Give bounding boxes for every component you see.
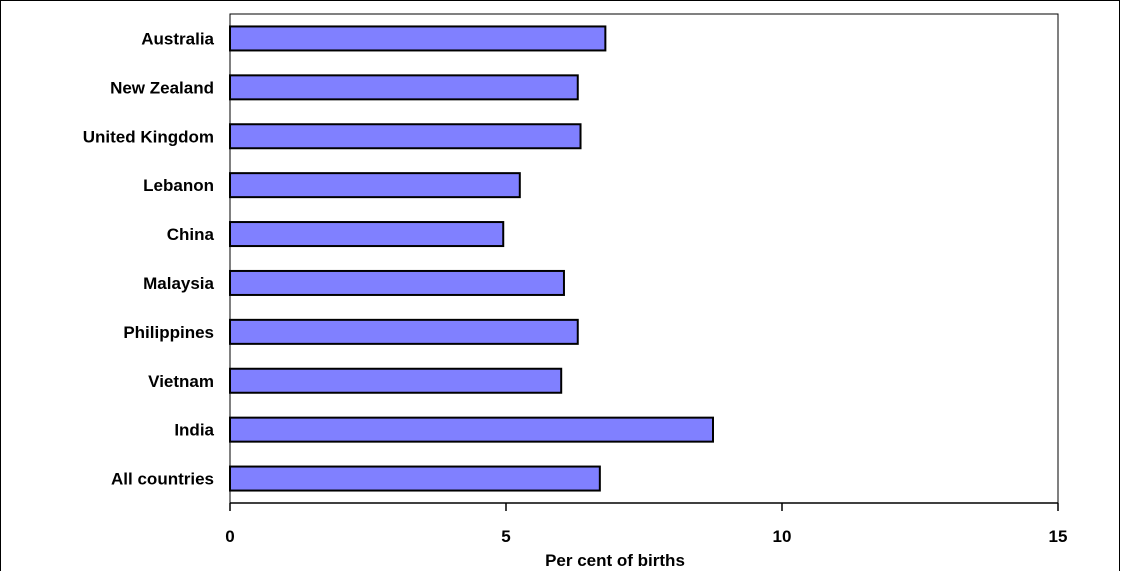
category-label: United Kingdom <box>83 127 214 146</box>
category-label: Vietnam <box>148 372 214 391</box>
x-tick-label: 10 <box>773 527 792 546</box>
bar-china <box>229 221 505 248</box>
bar-united-kingdom <box>229 123 582 150</box>
x-tick-label: 0 <box>225 527 234 546</box>
bar-malaysia <box>229 269 565 296</box>
category-label: All countries <box>111 470 214 489</box>
x-tick-label: 5 <box>501 527 510 546</box>
x-axis: 0 5 10 15 <box>225 502 1068 546</box>
category-label: Philippines <box>123 323 214 342</box>
category-label: Australia <box>141 29 214 48</box>
bar-vietnam <box>229 367 563 394</box>
bar-new-zealand <box>229 74 579 101</box>
bar-australia <box>229 25 607 52</box>
bars <box>229 25 714 492</box>
category-label: Malaysia <box>143 274 214 293</box>
x-axis-label: Per cent of births <box>545 551 685 570</box>
bar-india <box>229 416 714 443</box>
category-label: China <box>167 225 215 244</box>
x-tick-label: 15 <box>1049 527 1068 546</box>
bar-all-countries <box>229 465 601 492</box>
category-label: India <box>174 421 214 440</box>
bar-lebanon <box>229 172 521 199</box>
category-label: New Zealand <box>110 78 214 97</box>
category-label: Lebanon <box>143 176 214 195</box>
category-labels: Australia New Zealand United Kingdom Lebano… <box>83 29 215 488</box>
bar-philippines <box>229 318 579 345</box>
